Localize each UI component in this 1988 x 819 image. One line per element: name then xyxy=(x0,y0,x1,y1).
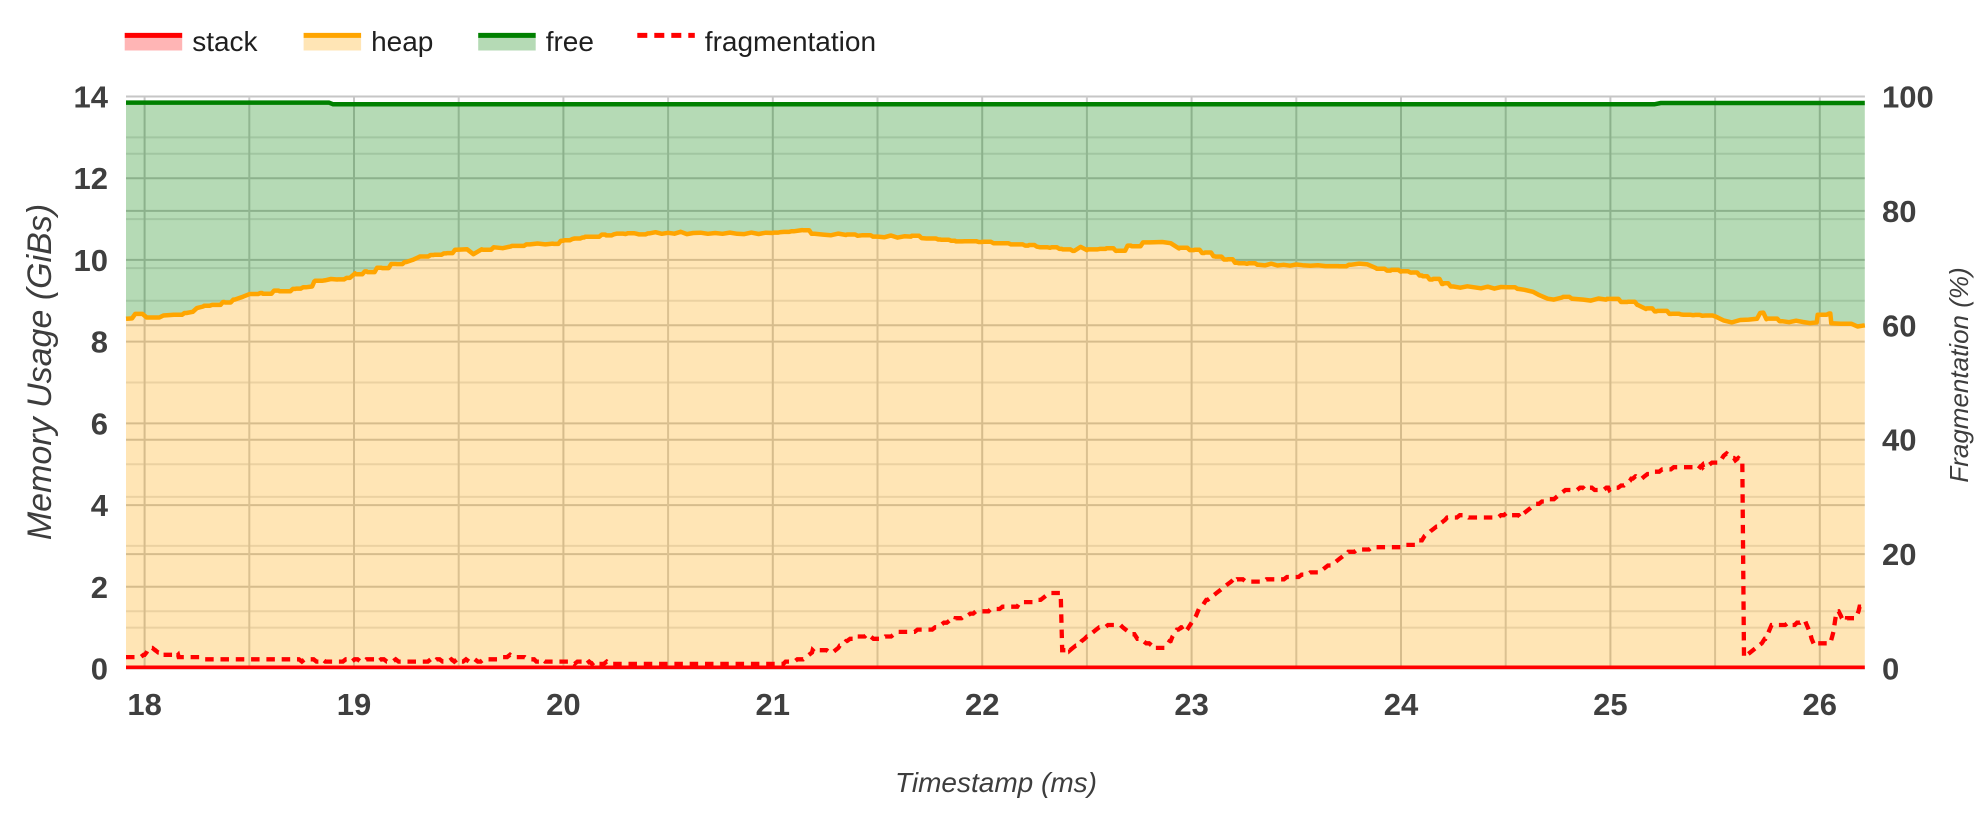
svg-text:22: 22 xyxy=(965,687,999,722)
svg-text:free: free xyxy=(546,26,594,57)
svg-text:18: 18 xyxy=(127,687,161,722)
svg-text:2: 2 xyxy=(91,570,108,605)
svg-text:26: 26 xyxy=(1803,687,1837,722)
svg-text:80: 80 xyxy=(1882,194,1916,229)
svg-text:Fragmentation (%): Fragmentation (%) xyxy=(1944,267,1974,482)
svg-text:40: 40 xyxy=(1882,423,1916,458)
svg-text:4: 4 xyxy=(91,488,109,523)
svg-text:stack: stack xyxy=(192,26,258,57)
svg-text:12: 12 xyxy=(74,161,108,196)
svg-text:20: 20 xyxy=(546,687,580,722)
svg-text:24: 24 xyxy=(1384,687,1419,722)
svg-text:23: 23 xyxy=(1174,687,1208,722)
svg-text:21: 21 xyxy=(756,687,790,722)
svg-text:0: 0 xyxy=(91,652,108,687)
svg-text:60: 60 xyxy=(1882,308,1916,343)
svg-text:0: 0 xyxy=(1882,652,1899,687)
svg-text:fragmentation: fragmentation xyxy=(705,26,876,57)
svg-text:heap: heap xyxy=(371,26,433,57)
svg-text:25: 25 xyxy=(1593,687,1627,722)
svg-text:8: 8 xyxy=(91,325,108,360)
svg-text:Timestamp (ms): Timestamp (ms) xyxy=(895,767,1097,798)
svg-text:Memory Usage (GiBs): Memory Usage (GiBs) xyxy=(21,204,59,540)
svg-text:20: 20 xyxy=(1882,537,1916,572)
svg-text:10: 10 xyxy=(74,243,108,278)
svg-text:100: 100 xyxy=(1882,80,1934,115)
svg-text:19: 19 xyxy=(337,687,371,722)
svg-text:14: 14 xyxy=(74,80,109,115)
svg-text:6: 6 xyxy=(91,406,108,441)
